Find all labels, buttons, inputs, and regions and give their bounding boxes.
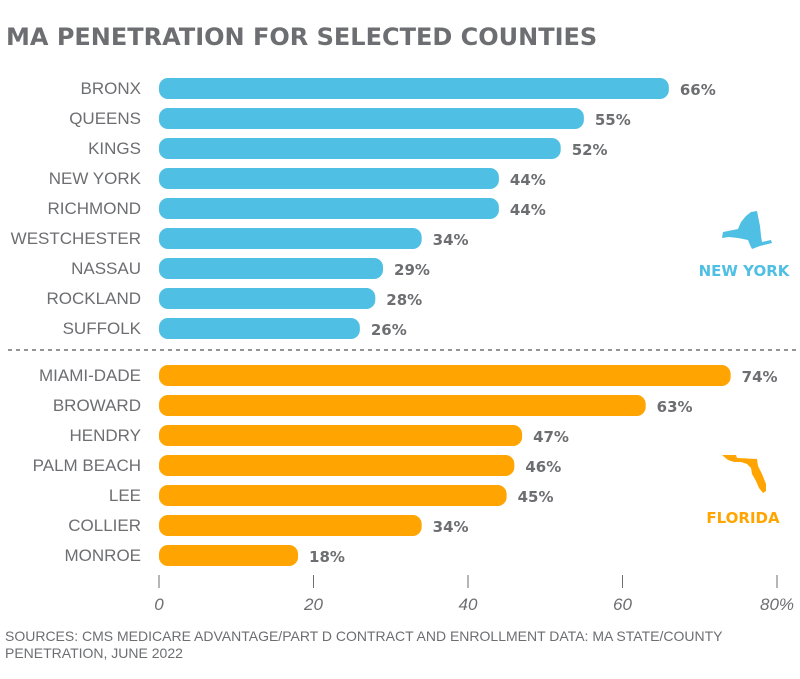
x-tick-label: 40 [459, 595, 478, 614]
value-label: 44% [510, 201, 546, 219]
value-label: 74% [742, 368, 778, 386]
category-label: BROWARD [53, 396, 141, 415]
value-label: 26% [371, 321, 407, 339]
category-label: HENDRY [70, 426, 141, 445]
bar [159, 485, 507, 506]
category-label: KINGS [88, 139, 141, 158]
value-label: 52% [572, 141, 608, 159]
value-label: 28% [386, 291, 422, 309]
category-label: PALM BEACH [33, 456, 141, 475]
bar [159, 318, 360, 339]
bar [159, 288, 376, 309]
value-label: 44% [510, 171, 546, 189]
category-label: MONROE [65, 546, 142, 565]
value-label: 66% [680, 81, 716, 99]
value-label: 34% [433, 518, 469, 536]
bar [159, 395, 646, 416]
category-label: QUEENS [69, 109, 141, 128]
bar [159, 515, 422, 536]
category-label: NEW YORK [49, 169, 142, 188]
bar [159, 258, 384, 279]
category-label: RICHMOND [48, 199, 142, 218]
category-label: SUFFOLK [63, 319, 142, 338]
chart-title: MA PENETRATION FOR SELECTED COUNTIES [6, 23, 597, 51]
bar [159, 365, 731, 386]
value-label: 46% [525, 458, 561, 476]
bar [159, 545, 299, 566]
value-label: 45% [518, 488, 554, 506]
bar [159, 425, 523, 446]
bar [159, 138, 561, 159]
group-label-florida: FLORIDA [706, 509, 780, 527]
bar [159, 198, 499, 219]
category-label: MIAMI-DADE [39, 366, 141, 385]
group-label-new-york: NEW YORK [699, 262, 791, 280]
new-york-state-icon [722, 211, 772, 249]
florida-state-icon [722, 455, 766, 493]
category-label: COLLIER [68, 516, 141, 535]
x-tick-label: 20 [303, 595, 323, 614]
value-label: 34% [433, 231, 469, 249]
category-label: NASSAU [71, 259, 141, 278]
value-label: 55% [595, 111, 631, 129]
value-label: 29% [394, 261, 430, 279]
bar [159, 108, 584, 129]
category-label: BRONX [81, 79, 141, 98]
category-label: ROCKLAND [47, 289, 141, 308]
value-label: 18% [309, 548, 345, 566]
x-axis: 0 20 40 60 80% [154, 575, 794, 614]
category-label: WESTCHESTER [11, 229, 141, 248]
bars-layer: BRONX 66% QUEENS 55% KINGS 52% NEW YORK 44% RICH… [11, 78, 778, 566]
x-tick-label: 60 [613, 595, 632, 614]
source-line-2: PENETRATION, JUNE 2022 [5, 645, 183, 661]
x-tick-label: 80% [760, 595, 794, 614]
bar [159, 228, 422, 249]
value-label: 47% [533, 428, 569, 446]
source-line-1: SOURCES: CMS MEDICARE ADVANTAGE/PART D C… [5, 628, 723, 644]
bar [159, 168, 499, 189]
category-label: LEE [109, 486, 141, 505]
bar [159, 455, 515, 476]
bar [159, 78, 669, 99]
x-tick-label: 0 [154, 595, 164, 614]
value-label: 63% [657, 398, 693, 416]
